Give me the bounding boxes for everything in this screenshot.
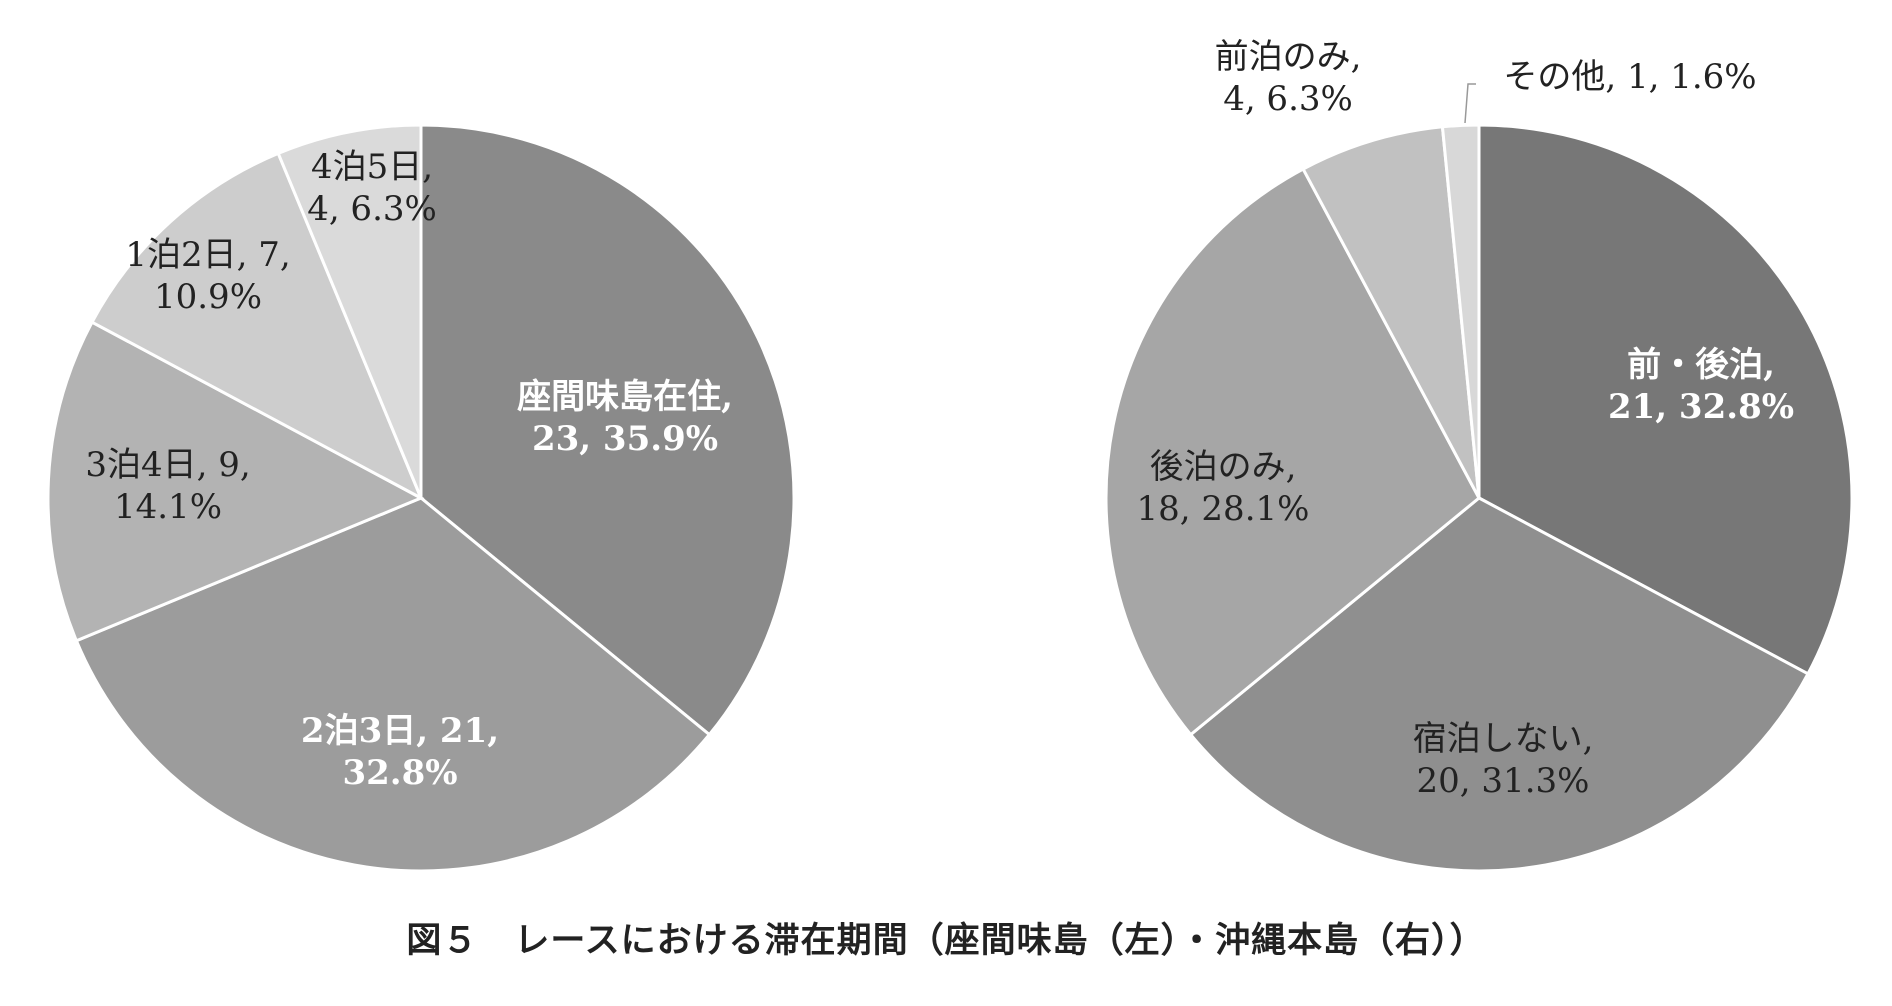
slice-label-line: 21, 32.8% [1608, 387, 1794, 427]
pie-slice-1-1 [1188, 496, 1810, 873]
slice-label-1-2: 後泊のみ, 18, 28.1% [1137, 447, 1310, 529]
slice-label-line: 4, 6.3% [1223, 79, 1353, 119]
slice-label-0-4: 4泊5日, 4, 6.3% [307, 147, 437, 229]
slice-label-line: その他, 1, 1.6% [1503, 57, 1756, 97]
pie-slice-1-2 [1104, 167, 1481, 737]
pie-slice-0-0 [419, 123, 796, 737]
pie-slice-0-2 [46, 320, 425, 643]
slice-label-0-3: 1泊2日, 7, 10.9% [125, 235, 290, 317]
slice-label-line: 14.1% [114, 487, 222, 527]
slice-label-line: 宿泊しない, [1413, 719, 1594, 759]
slice-label-line: 前泊のみ, [1215, 37, 1362, 77]
pie-chart-zamami: 座間味島在住, 23, 35.9% 2泊3日, 21, 32.8% 3泊4日, 9, 14… [46, 123, 796, 873]
pie-slice-0-4 [276, 123, 423, 499]
slice-label-line: 20, 31.3% [1417, 761, 1590, 801]
slice-label-line: 後泊のみ, [1150, 447, 1297, 487]
slice-label-1-4: その他, 1, 1.6% [1503, 57, 1756, 97]
slice-label-line: 10.9% [154, 277, 262, 317]
figure-caption: 図５ レースにおける滞在期間（座間味島（左）・沖縄本島（右）） [406, 921, 1486, 961]
slice-label-line: 座間味島在住, [517, 377, 733, 417]
slice-label-0-2: 3泊4日, 9, 14.1% [85, 445, 250, 527]
pie-slice-1-3 [1301, 125, 1481, 499]
slice-label-line: 4, 6.3% [307, 189, 437, 229]
slice-label-line: 前・後泊, [1627, 345, 1775, 385]
pie-slice-0-1 [74, 496, 712, 873]
slice-label-line: 2泊3日, 21, [301, 711, 499, 751]
slice-label-line: 23, 35.9% [532, 419, 718, 459]
slice-label-0-0: 座間味島在住, 23, 35.9% [517, 377, 733, 459]
slice-label-1-0: 前・後泊, 21, 32.8% [1608, 345, 1794, 427]
slice-label-1-1: 宿泊しない, 20, 31.3% [1413, 719, 1594, 801]
figure: 座間味島在住, 23, 35.9% 2泊3日, 21, 32.8% 3泊4日, 9, 14… [46, 37, 1854, 873]
slice-label-line: 32.8% [342, 753, 457, 793]
pie-slice-0-3 [90, 151, 424, 502]
slice-label-line: 18, 28.1% [1137, 489, 1310, 529]
slice-label-0-1: 2泊3日, 21, 32.8% [301, 711, 499, 793]
slice-label-line: 4泊5日, [311, 147, 433, 187]
leader-line-1-4 [1464, 83, 1476, 124]
slice-label-line: 1泊2日, 7, [125, 235, 290, 275]
slice-label-line: 3泊4日, 9, [85, 445, 250, 485]
pie-slice-1-4 [1440, 123, 1481, 499]
slice-label-1-3: 前泊のみ, 4, 6.3% [1215, 37, 1362, 119]
pie-chart-okinawa: 前・後泊, 21, 32.8% 宿泊しない, 20, 31.3% 後泊のみ, 18, 28… [1104, 37, 1854, 873]
pie-slice-1-0 [1477, 123, 1854, 676]
